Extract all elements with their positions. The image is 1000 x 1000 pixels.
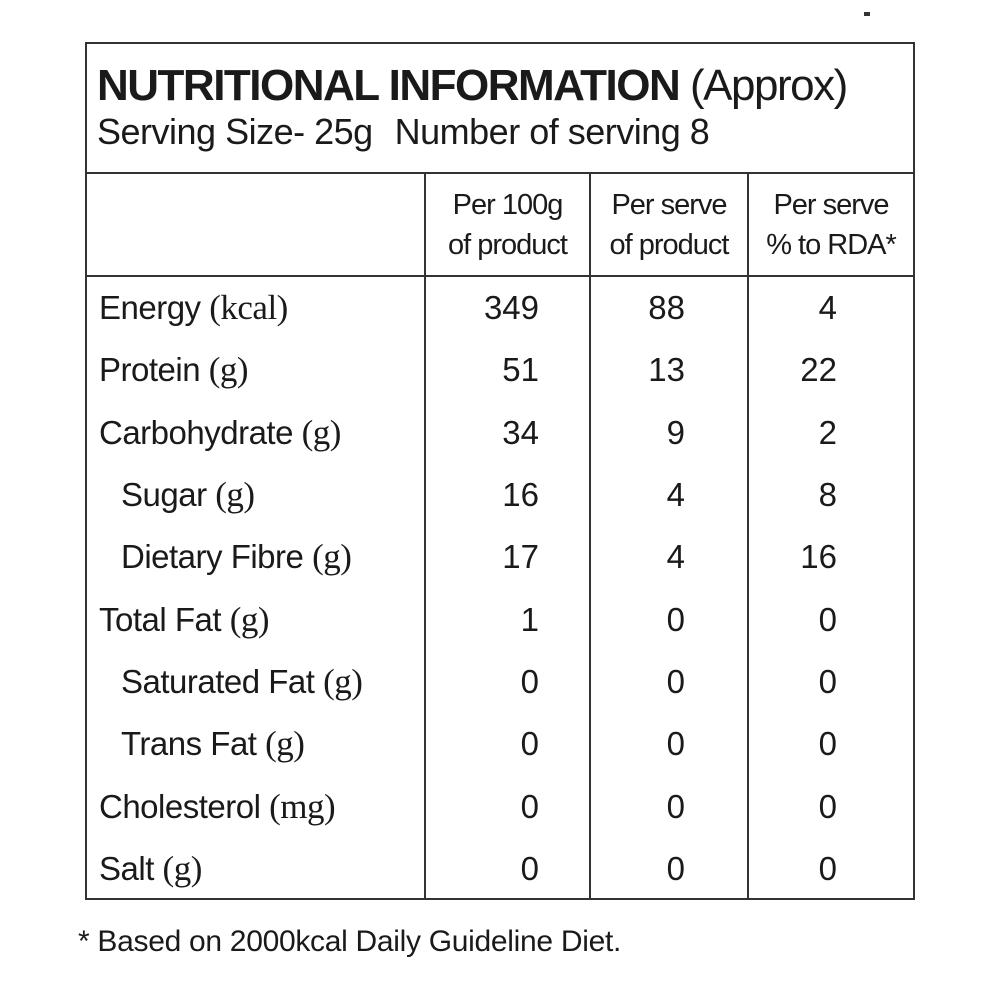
nutrient-value: 0 <box>589 588 748 651</box>
nutrient-unit: (kcal) <box>209 288 288 328</box>
nutrient-unit: (g) <box>208 350 249 390</box>
column-header-line: of product <box>448 228 568 261</box>
nutrition-table: Per 100g of product Per serve of product Per… <box>87 174 913 900</box>
nutrient-cell: Salt (g) <box>87 838 425 900</box>
nutrient-value: 0 <box>747 775 913 838</box>
column-header-line: Per serve <box>773 188 889 221</box>
column-header: Per serve of product <box>589 174 748 277</box>
nutrient-value: 0 <box>747 650 913 714</box>
nutrient-value: 8 <box>747 463 913 527</box>
nutrient-cell: Total Fat (g) <box>87 588 425 650</box>
nutrient-unit: (mg) <box>269 786 336 826</box>
nutrient-row: Trans Fat (g) 0 0 0 <box>87 713 913 776</box>
nutrient-row: Salt (g) 0 0 0 <box>87 837 913 900</box>
nutrient-cell: Sugar (g) <box>87 464 425 526</box>
nutrient-unit: (g) <box>229 599 270 639</box>
nutrient-row: Saturated Fat (g) 0 0 0 <box>87 650 913 714</box>
nutrient-value: 0 <box>747 588 913 651</box>
nutrient-value: 0 <box>589 837 748 900</box>
nutrient-unit: (g) <box>312 537 352 577</box>
nutrient-value: 0 <box>589 775 748 838</box>
nutrient-cell: Trans Fat (g) <box>87 713 425 775</box>
nutrient-value: 0 <box>424 837 590 900</box>
title-note: (Approx) <box>690 61 848 110</box>
nutrient-row: Protein (g) 51 13 22 <box>87 339 913 402</box>
table-body: Per 100g of product Per serve of product Per… <box>87 174 913 900</box>
nutrition-panel: NUTRITIONAL INFORMATION (Approx) Serving… <box>85 42 915 900</box>
title-main: NUTRITIONAL INFORMATION <box>97 61 681 110</box>
nutrient-row: Sugar (g) 16 4 8 <box>87 463 913 527</box>
nutrient-value: 0 <box>424 775 590 838</box>
nutrient-value: 2 <box>747 401 913 464</box>
nutrient-unit: (g) <box>162 848 203 888</box>
serving-count: Number of serving 8 <box>394 111 710 152</box>
nutrient-row: Energy (kcal) 349 88 4 <box>87 276 913 340</box>
panel-header: NUTRITIONAL INFORMATION (Approx) Serving… <box>87 44 913 174</box>
nutrient-cell: Saturated Fat (g) <box>87 651 425 713</box>
nutrient-name: Dietary Fibre <box>121 538 304 576</box>
nutrient-name: Sugar <box>121 476 207 514</box>
column-header-line: % to RDA* <box>766 228 897 261</box>
nutrient-value: 13 <box>589 339 748 402</box>
nutrient-value: 17 <box>424 526 590 589</box>
nutrient-cell: Energy (kcal) <box>87 276 425 339</box>
nutrient-value: 9 <box>589 401 748 464</box>
footnote: * Based on 2000kcal Daily Guideline Diet… <box>78 925 622 958</box>
nutrient-value: 0 <box>589 713 748 776</box>
nutrient-value: 51 <box>424 339 590 402</box>
nutrient-cell: Dietary Fibre (g) <box>87 526 425 588</box>
nutrient-value: 4 <box>589 463 748 527</box>
nutrient-value: 0 <box>747 837 913 900</box>
nutrient-cell: Protein (g) <box>87 339 425 401</box>
nutrient-value: 1 <box>424 588 590 651</box>
nutrient-value: 88 <box>589 276 748 340</box>
serving-size: Serving Size- 25g <box>97 111 373 152</box>
nutrient-value: 0 <box>589 650 748 714</box>
nutrient-value: 0 <box>424 713 590 776</box>
nutrient-name: Protein <box>99 351 201 389</box>
nutrient-value: 4 <box>747 276 913 340</box>
column-header-line: Per serve <box>611 188 727 221</box>
nutrient-value: 4 <box>589 526 748 589</box>
nutrient-name: Saturated Fat <box>121 662 315 700</box>
nutrient-row: Total Fat (g) 1 0 0 <box>87 588 913 651</box>
nutrient-name: Total Fat <box>99 600 222 638</box>
serving: Serving Size- 25g Number of serving 8 <box>97 110 913 154</box>
column-header-line: of product <box>609 228 730 261</box>
nutrient-unit: (g) <box>301 412 342 452</box>
column-header: Per serve % to RDA* <box>747 174 913 277</box>
nutrient-unit: (g) <box>323 661 363 701</box>
nutrient-value: 16 <box>747 526 913 589</box>
nutrient-value: 349 <box>424 276 590 340</box>
nutrient-name: Energy <box>99 289 201 327</box>
header-cell <box>87 174 425 277</box>
nutrient-name: Cholesterol <box>99 787 261 825</box>
column-header: Per 100g of product <box>424 174 590 277</box>
nutrient-value: 22 <box>747 339 913 402</box>
nutrient-cell: Cholesterol (mg) <box>87 775 425 837</box>
nutrient-value: 0 <box>747 713 913 776</box>
nutrient-value: 16 <box>424 463 590 527</box>
nutrient-unit: (g) <box>265 724 305 764</box>
nutrient-name: Salt <box>99 849 154 887</box>
nutrient-name: Trans Fat <box>121 725 257 763</box>
title: NUTRITIONAL INFORMATION (Approx) <box>97 44 913 110</box>
column-header-line: Per 100g <box>452 188 564 221</box>
nutrient-row: Carbohydrate (g) 34 9 2 <box>87 401 913 464</box>
nutrient-value: 0 <box>424 650 590 714</box>
header-row: Per 100g of product Per serve of product Per… <box>87 174 913 277</box>
nutrient-name: Carbohydrate <box>99 413 293 451</box>
nutrient-cell: Carbohydrate (g) <box>87 402 425 464</box>
nutrient-value: 34 <box>424 401 590 464</box>
nutrient-row: Cholesterol (mg) 0 0 0 <box>87 775 913 838</box>
nutrient-row: Dietary Fibre (g) 17 4 16 <box>87 526 913 589</box>
mark <box>864 12 870 16</box>
nutrient-unit: (g) <box>215 475 255 515</box>
